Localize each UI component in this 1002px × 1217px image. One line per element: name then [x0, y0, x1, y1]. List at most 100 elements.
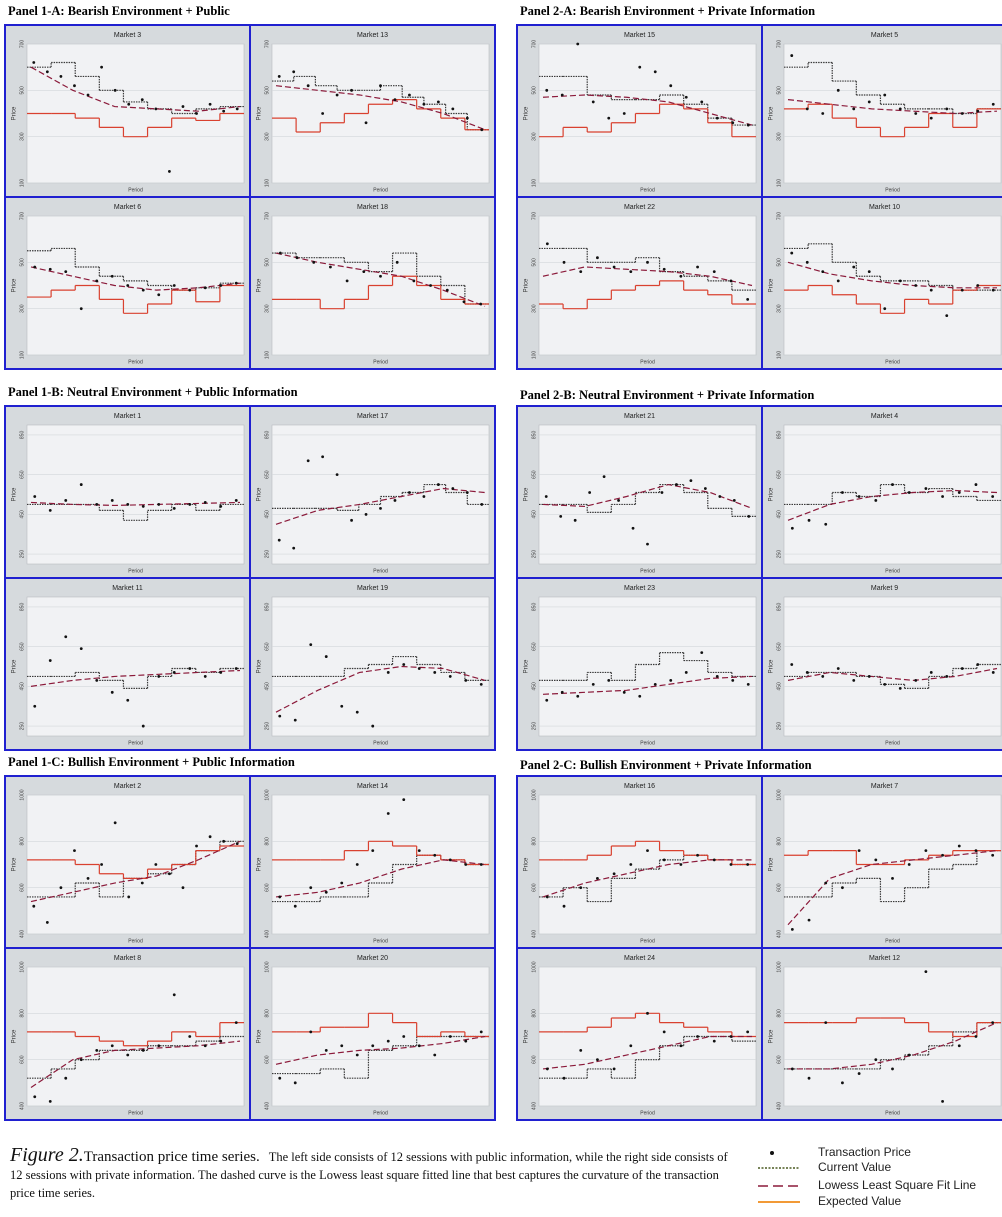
transaction-point [234, 667, 238, 670]
transaction-point [321, 455, 325, 459]
transaction-point [433, 1053, 437, 1057]
transaction-point [141, 1049, 145, 1052]
transaction-point [157, 293, 161, 297]
y-tick-label: 850 [264, 431, 270, 440]
transaction-point [127, 895, 131, 899]
transaction-point [924, 970, 928, 974]
transaction-point [883, 682, 887, 686]
transaction-point [79, 647, 83, 651]
y-tick-label: 1000 [531, 789, 537, 800]
transaction-point [126, 284, 130, 287]
transaction-point [960, 667, 964, 670]
transaction-point [464, 863, 468, 866]
transaction-point [309, 643, 313, 647]
y-tick-label: 650 [531, 470, 537, 479]
transaction-point [59, 886, 63, 890]
x-axis-label: Period [885, 359, 900, 365]
transaction-point [126, 698, 130, 702]
transaction-point [679, 1044, 683, 1048]
transaction-point [462, 300, 466, 304]
y-tick-label: 650 [776, 642, 782, 651]
y-tick-label: 700 [776, 212, 782, 221]
market-title: Market 6 [114, 204, 141, 211]
lowess-line [275, 665, 486, 713]
y-tick-label: 800 [531, 1009, 537, 1018]
transaction-point [110, 499, 114, 502]
x-axis-label: Period [640, 187, 655, 193]
market-title: Market 1 [114, 413, 141, 420]
transaction-point [669, 84, 673, 88]
y-tick-label: 700 [264, 212, 270, 221]
y-tick-label: 450 [19, 510, 25, 519]
transaction-point [277, 75, 281, 78]
market-title: Market 9 [871, 585, 898, 592]
transaction-point [292, 546, 296, 550]
transaction-point [181, 105, 185, 108]
y-tick-label: 650 [264, 470, 270, 479]
plot-area [26, 794, 245, 935]
transaction-point [234, 1021, 238, 1024]
transaction-point [350, 518, 353, 522]
panel-title: Panel 1-C: Bullish Environment + Public … [8, 755, 295, 769]
transaction-point [306, 84, 310, 88]
transaction-point [393, 499, 397, 502]
transaction-point [646, 849, 649, 852]
transaction-point [292, 70, 296, 74]
transaction-point [857, 495, 861, 498]
market-title: Market 3 [114, 32, 141, 39]
transaction-point [222, 109, 226, 113]
caption: Figure 2.Transaction price time series. … [10, 1145, 735, 1202]
market-chart: Market 12 400 600 800 1000 Price Period [761, 947, 1002, 1121]
transaction-point [140, 98, 144, 101]
transaction-point [976, 663, 980, 666]
transaction-point [836, 667, 840, 670]
transaction-point [448, 1035, 452, 1038]
plot-area [783, 43, 1002, 184]
y-axis-label: Price [257, 278, 263, 292]
transaction-point [974, 1035, 978, 1038]
transaction-point [203, 501, 207, 504]
transaction-point [277, 538, 281, 542]
plot-area [538, 596, 757, 737]
transaction-point [168, 170, 171, 173]
transaction-point [712, 270, 716, 273]
transaction-point [731, 121, 735, 125]
transaction-point [219, 284, 223, 287]
transaction-point [422, 495, 426, 498]
y-tick-label: 450 [264, 510, 270, 519]
plot-area [26, 596, 245, 737]
transaction-point [891, 1067, 894, 1071]
transaction-point [607, 679, 611, 682]
y-tick-label: 100 [19, 351, 25, 360]
transaction-point [448, 675, 452, 678]
transaction-point [295, 256, 299, 260]
transaction-point [991, 495, 995, 498]
transaction-point [857, 1072, 861, 1075]
y-tick-label: 1000 [264, 789, 270, 800]
y-tick-label: 250 [264, 722, 270, 731]
transaction-point [874, 1058, 878, 1062]
y-tick-label: 650 [776, 470, 782, 479]
transaction-point [393, 98, 397, 101]
y-tick-label: 250 [776, 550, 782, 559]
market-title: Market 13 [357, 32, 388, 39]
transaction-point [32, 904, 36, 908]
transaction-point [479, 863, 483, 866]
y-tick-label: 500 [264, 86, 270, 95]
market-title: Market 5 [871, 32, 898, 39]
transaction-point [924, 487, 928, 490]
x-axis-label: Period [128, 568, 143, 574]
transaction-point [480, 128, 484, 132]
y-axis-label: Price [257, 487, 263, 501]
lowess-line [542, 859, 752, 898]
transaction-point [732, 499, 736, 502]
transaction-point [309, 886, 313, 890]
y-tick-label: 1000 [19, 789, 25, 800]
y-tick-label: 400 [776, 930, 782, 939]
transaction-point [807, 518, 811, 522]
transaction-point [451, 107, 455, 111]
transaction-point [465, 116, 469, 120]
transaction-point [596, 877, 599, 880]
market-title: Market 7 [871, 783, 898, 790]
transaction-point [891, 877, 894, 880]
